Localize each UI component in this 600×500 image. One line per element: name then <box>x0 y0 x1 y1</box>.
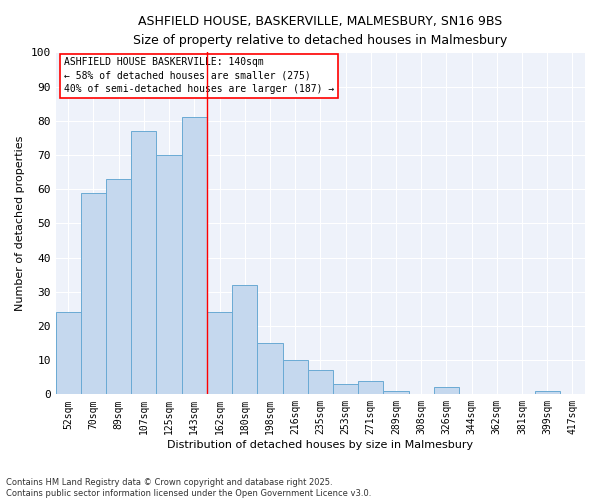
Bar <box>182 118 207 394</box>
Bar <box>257 343 283 394</box>
Bar <box>106 179 131 394</box>
Bar <box>56 312 81 394</box>
Bar <box>232 285 257 395</box>
Bar <box>358 380 383 394</box>
Bar <box>383 391 409 394</box>
Y-axis label: Number of detached properties: Number of detached properties <box>15 136 25 311</box>
Text: ASHFIELD HOUSE BASKERVILLE: 140sqm
← 58% of detached houses are smaller (275)
40: ASHFIELD HOUSE BASKERVILLE: 140sqm ← 58%… <box>64 58 334 94</box>
Bar <box>434 388 459 394</box>
Bar <box>157 155 182 394</box>
Bar <box>535 391 560 394</box>
Bar <box>333 384 358 394</box>
Bar <box>131 131 157 394</box>
Bar <box>308 370 333 394</box>
X-axis label: Distribution of detached houses by size in Malmesbury: Distribution of detached houses by size … <box>167 440 473 450</box>
Bar <box>81 192 106 394</box>
Bar <box>207 312 232 394</box>
Bar <box>283 360 308 394</box>
Text: Contains HM Land Registry data © Crown copyright and database right 2025.
Contai: Contains HM Land Registry data © Crown c… <box>6 478 371 498</box>
Title: ASHFIELD HOUSE, BASKERVILLE, MALMESBURY, SN16 9BS
Size of property relative to d: ASHFIELD HOUSE, BASKERVILLE, MALMESBURY,… <box>133 15 508 47</box>
